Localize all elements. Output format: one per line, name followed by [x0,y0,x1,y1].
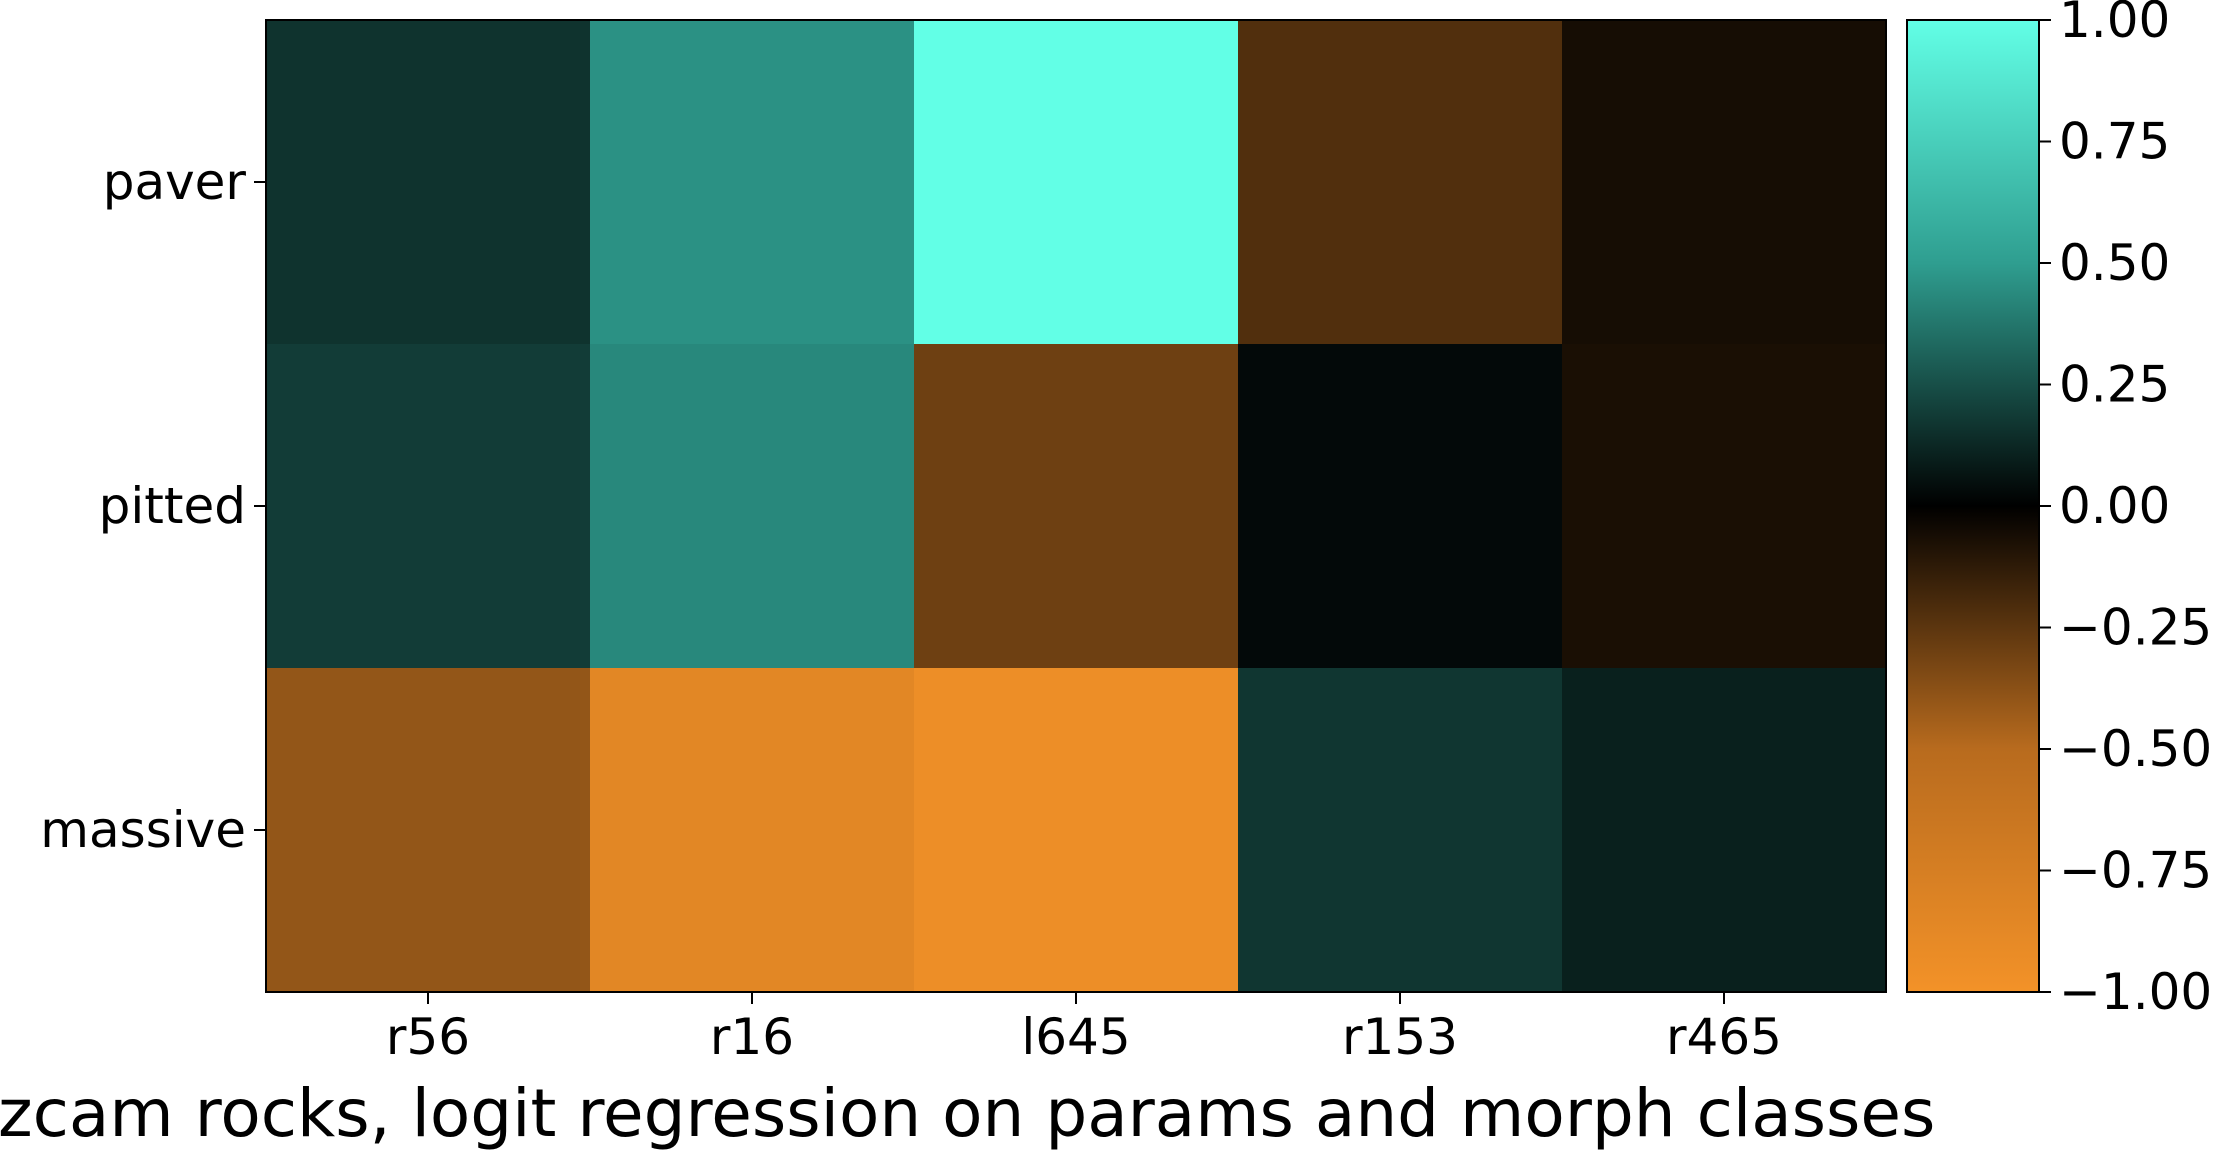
colorbar-tick-label: 0.00 [2059,477,2170,535]
heatmap-cell [1562,20,1887,345]
colorbar-tick-label: 0.50 [2059,234,2170,292]
heatmap-cell [1238,344,1563,669]
heatmap-cell [1562,668,1887,993]
heatmap-cell [590,20,915,345]
x-tick-label: r16 [710,1008,794,1066]
heatmap-cell [590,668,915,993]
heatmap-cell [914,668,1239,993]
x-tick-label: r56 [386,1008,470,1066]
heatmap-cell [914,20,1239,345]
heatmap-cells [266,20,1887,993]
colorbar-axis: 1.00 0.75 0.50 0.25 0.00 −0.25 −0.50 −0.75 −1.00 [2039,0,2212,1021]
heatmap-cell [914,344,1239,669]
heatmap-cell [590,344,915,669]
y-tick-label: paver [103,153,247,211]
x-tick-label: r465 [1666,1008,1782,1066]
y-axis: paver pitted massive [40,153,266,859]
colorbar-tick-label: −0.25 [2059,599,2212,657]
heatmap-cell [266,668,591,993]
heatmap-cell [1238,20,1563,345]
x-axis: r56 r16 l645 r153 r465 [386,992,1782,1066]
heatmap-cell [266,344,591,669]
heatmap-cell [266,20,591,345]
colorbar-tick-label: 1.00 [2059,0,2170,49]
colorbar [1906,19,2040,993]
colorbar-tick-label: −0.50 [2059,720,2212,778]
x-tick-label: r153 [1342,1008,1458,1066]
heatmap-cell [1238,668,1563,993]
colorbar-tick-label: 0.75 [2059,113,2170,171]
x-tick-label: l645 [1021,1008,1130,1066]
colorbar-tick-label: −0.75 [2059,842,2212,900]
y-tick-label: pitted [99,477,246,535]
colorbar-tick-label: 0.25 [2059,356,2170,414]
y-tick-label: massive [40,801,246,859]
chart-title: zcam rocks, logit regression on params a… [0,1075,1935,1151]
colorbar-tick-label: −1.00 [2059,963,2212,1021]
heatmap-cell [1562,344,1887,669]
